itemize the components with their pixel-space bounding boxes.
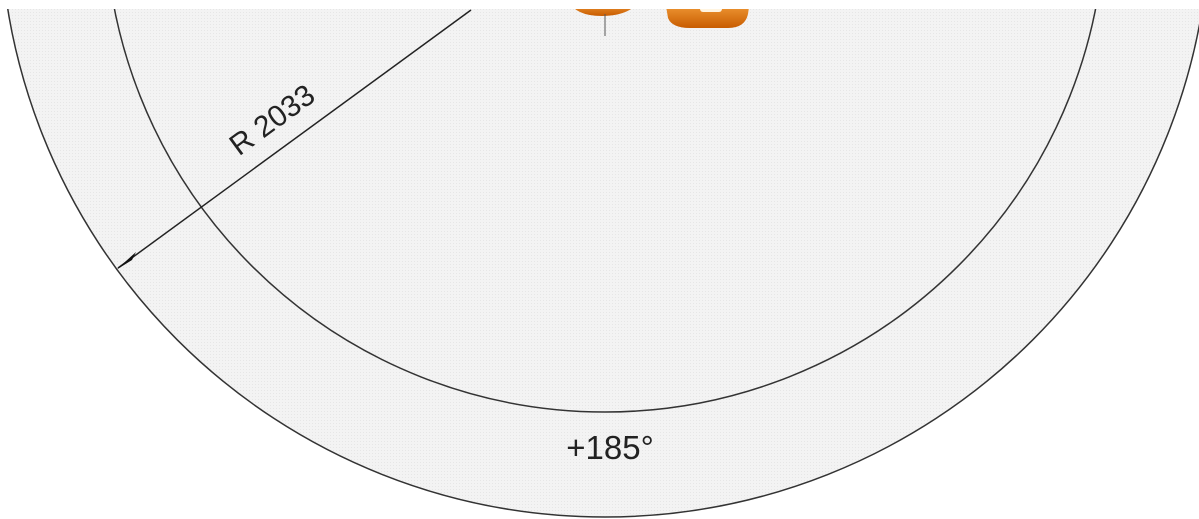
angle-label: +185° — [566, 429, 654, 466]
top-margin — [0, 0, 1199, 9]
dimension-arrow — [116, 252, 136, 270]
dimension-line — [117, 9, 472, 269]
inner-envelope — [112, 0, 1098, 413]
